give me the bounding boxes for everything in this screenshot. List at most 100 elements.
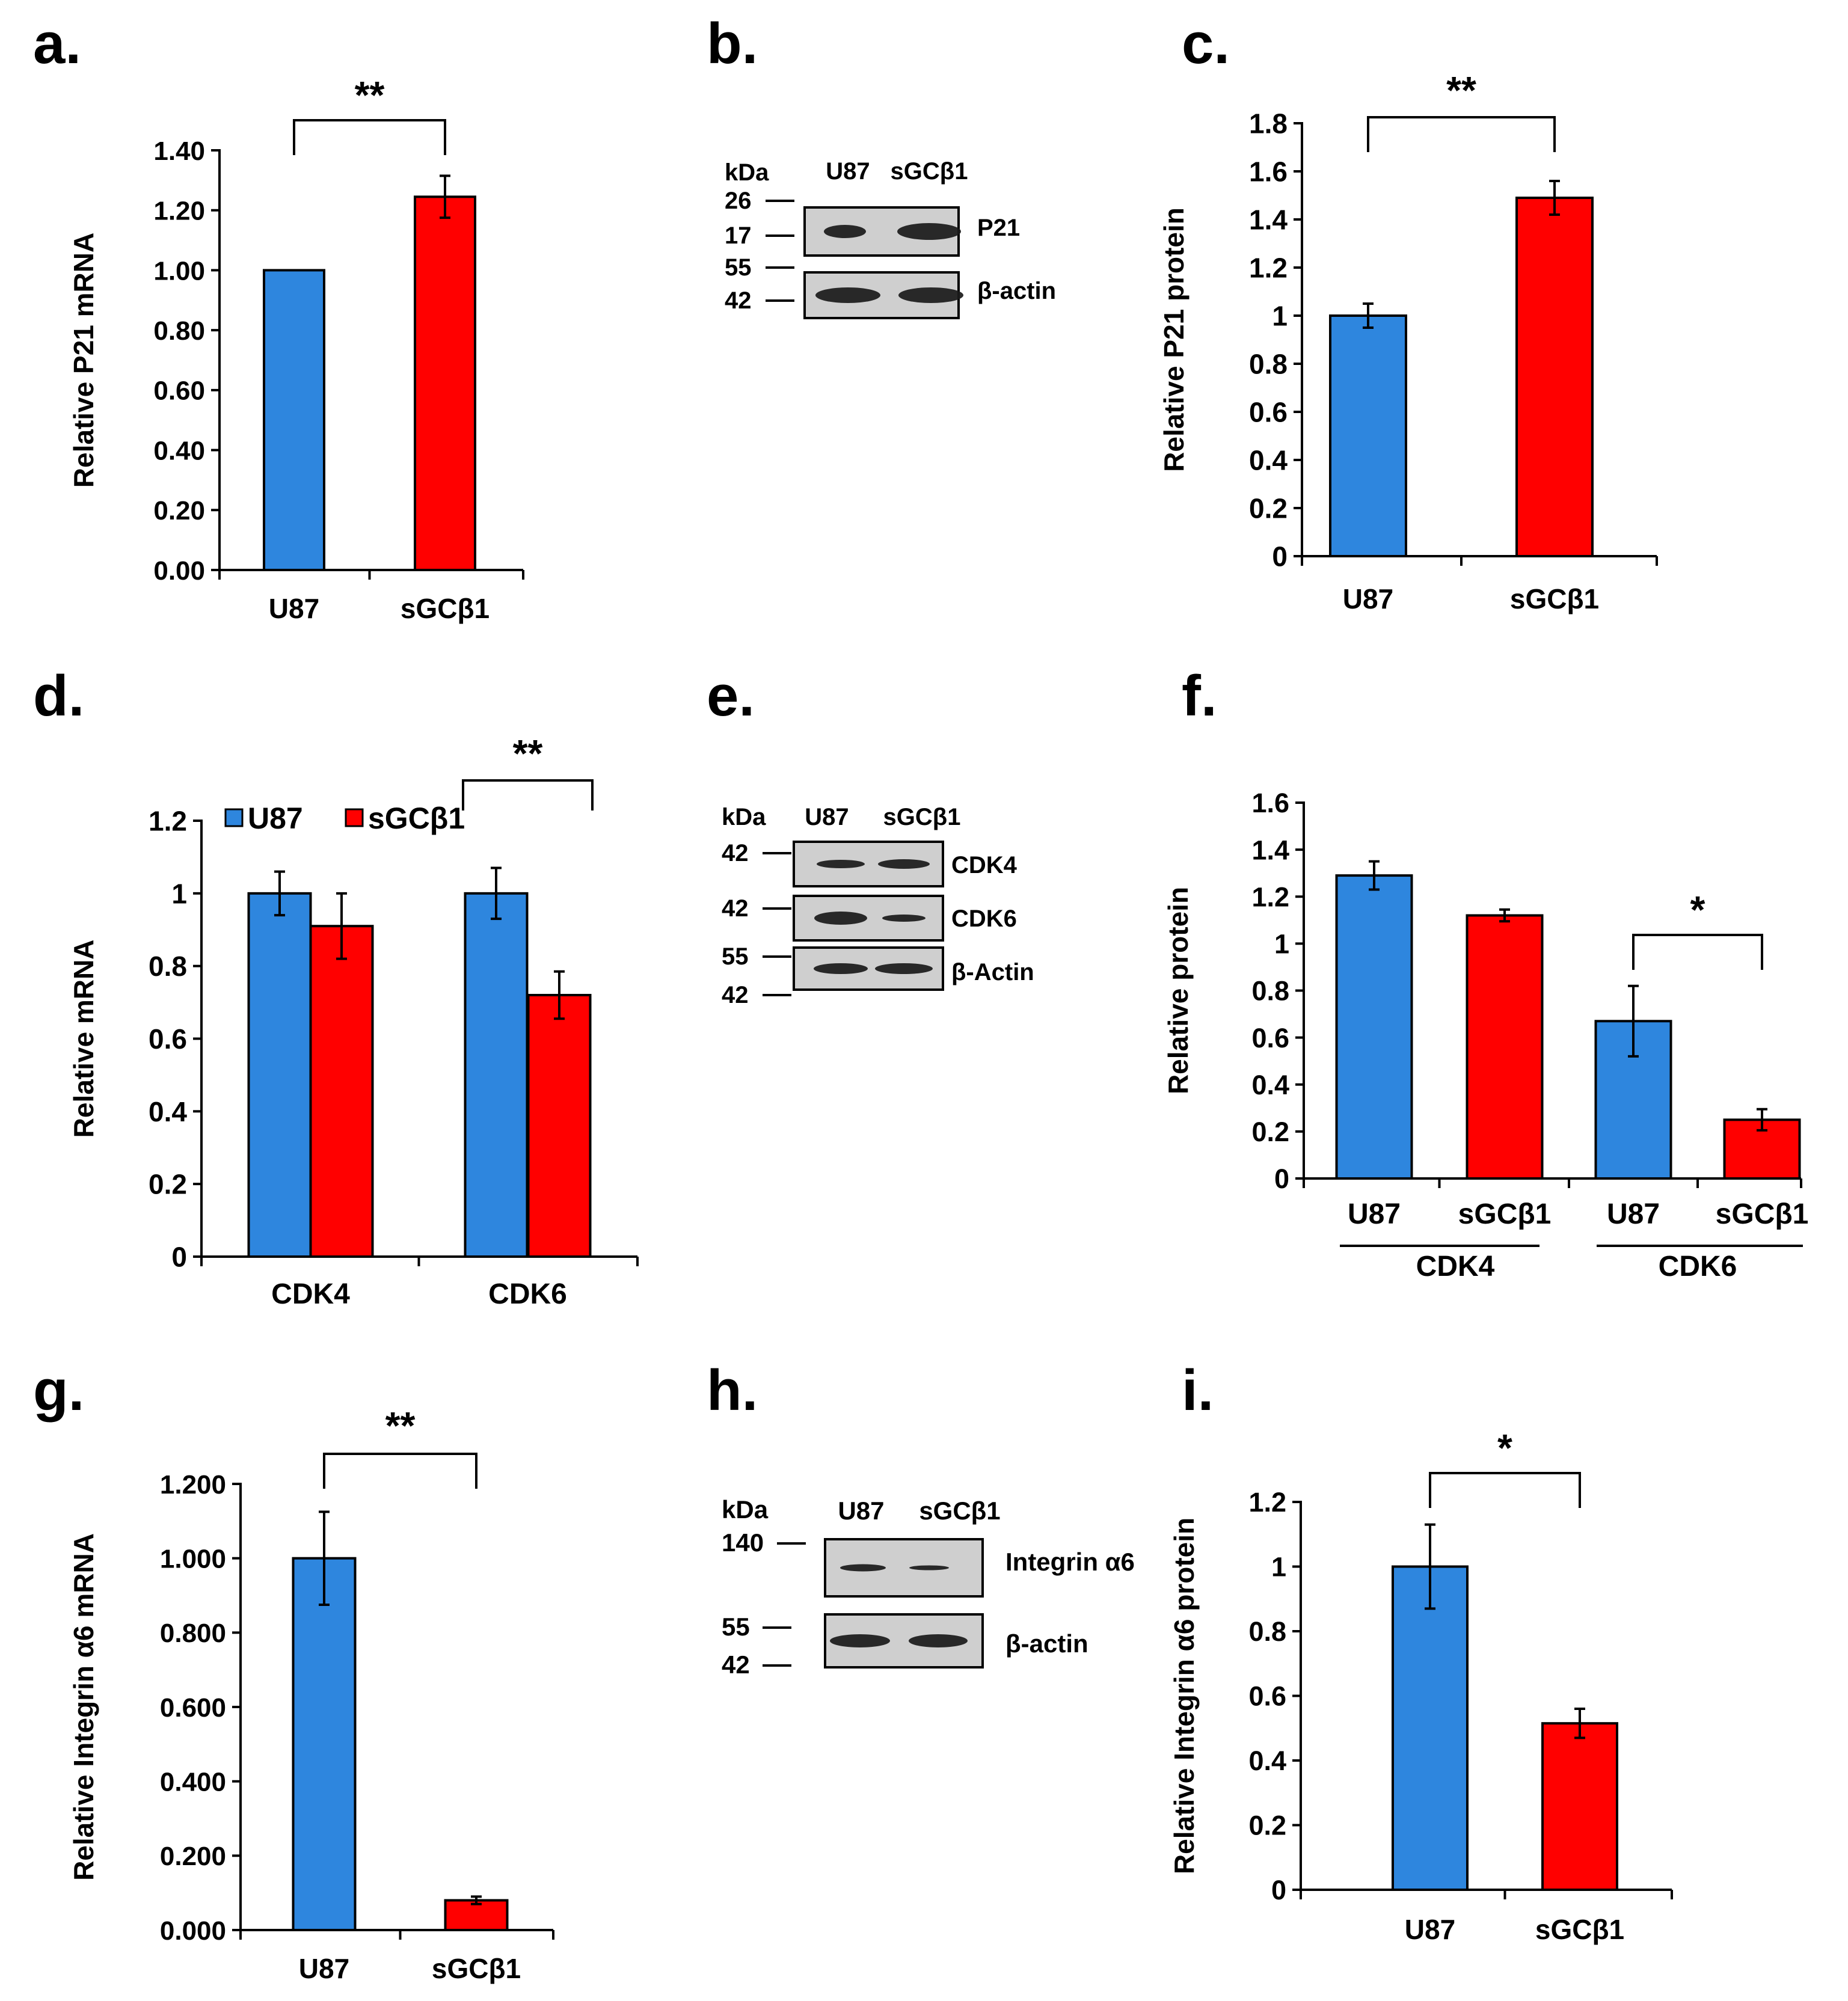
y-tick-label: 0.6: [1251, 1023, 1289, 1053]
blot-marker-label: 42: [725, 287, 752, 314]
blot-band: [875, 963, 933, 974]
blot-lane-label: U87: [805, 804, 849, 830]
y-axis-label: Relative P21 protein: [1158, 207, 1190, 472]
y-tick-label: 0.4: [1249, 445, 1288, 476]
y-tick-label: 1: [1271, 1552, 1286, 1583]
y-tick-label: 1.200: [160, 1470, 226, 1500]
bar-sgcβ1-cdk6: [527, 994, 592, 1258]
y-axis-label: Relative P21 mRNA: [68, 233, 99, 488]
y-tick-label: 1.40: [153, 136, 205, 166]
bar-0: [1392, 1565, 1469, 1891]
blot-band: [909, 1634, 968, 1647]
y-tick-label: 0.4: [149, 1096, 187, 1127]
y-tick-label: 1.20: [153, 197, 205, 226]
y-tick-label: 0.8: [1248, 1616, 1286, 1647]
bar-1: [1541, 1722, 1618, 1891]
significance-label: **: [355, 73, 385, 117]
y-tick-label: 0.400: [160, 1768, 226, 1797]
blot-band: [878, 859, 930, 869]
y-tick-label: 0.6: [149, 1023, 187, 1055]
blot-target-label: β-actin: [977, 278, 1056, 304]
blot-band: [882, 915, 926, 922]
blot-lane-label: sGCβ1: [919, 1497, 1000, 1525]
x-tick-label: U87: [1348, 1198, 1401, 1230]
bar-1: [414, 195, 476, 571]
y-tick-label: 1.2: [1248, 1487, 1286, 1518]
blot-marker-label: 55: [725, 254, 752, 281]
y-tick-label: 0.2: [1249, 493, 1288, 524]
significance-bracket: [462, 779, 594, 811]
y-tick-label: 1.2: [1251, 881, 1289, 912]
group-label: CDK6: [1659, 1251, 1737, 1282]
y-tick-label: 1.4: [1249, 204, 1288, 236]
y-tick-label: 0.8: [149, 951, 187, 982]
chart-panel-c: c. 0 0.2 0.4 0.6 0.8 1 1.2 1.4 1.6 1.8 Relative P21…: [1158, 11, 1658, 614]
blot-target-label: Integrin α6: [1005, 1548, 1135, 1576]
legend-swatch-0: [224, 808, 244, 827]
bar-sgcβ1-cdk4: [309, 925, 374, 1258]
x-tick-label: sGCβ1: [401, 593, 490, 624]
significance-label: *: [1690, 888, 1705, 931]
significance-label: **: [1446, 69, 1476, 112]
y-tick-label: 1.6: [1251, 788, 1289, 818]
significance-bracket: [323, 1453, 477, 1489]
blot-lane-label: sGCβ1: [883, 804, 961, 830]
y-tick-label: 0: [1274, 1163, 1289, 1194]
blot-marker-label: 42: [722, 1650, 750, 1679]
bar-0: [263, 269, 325, 571]
x-tick-label: U87: [1405, 1914, 1455, 1945]
blot-marker-label: 140: [722, 1528, 764, 1557]
panel-label: d.: [33, 664, 84, 728]
blot-band: [824, 225, 866, 238]
blot-band: [909, 1565, 949, 1570]
y-tick-label: 0.000: [160, 1916, 226, 1946]
x-tick-label: CDK4: [271, 1278, 350, 1310]
y-tick-label: 0.800: [160, 1619, 226, 1648]
blot-target-label: CDK4: [951, 852, 1018, 878]
chart-panel-d: d. 0 0.2 0.4 0.6 0.8 1 1.2 Relative mRNA CDK4 CDK6…: [33, 664, 639, 1310]
chart-panel-f: f. 0 0.2 0.4 0.6 0.8 1 1.2 1.4 1.6 Relative protei…: [1162, 664, 1808, 1282]
legend-swatch-1: [345, 808, 364, 827]
y-tick-label: 0.60: [153, 376, 205, 406]
x-tick-label: U87: [269, 593, 319, 624]
x-tick-label: sGCβ1: [1716, 1198, 1809, 1230]
bar-0: [1335, 874, 1413, 1180]
y-axis-label: Relative protein: [1162, 887, 1194, 1094]
y-tick-label: 0.40: [153, 436, 205, 465]
chart-panel-i: i. 0 0.2 0.4 0.6 0.8 1 1.2 Relative Integrin α6 …: [1168, 1358, 1673, 1945]
bar-u87-cdk4: [247, 892, 312, 1258]
x-tick-label: sGCβ1: [1535, 1914, 1624, 1945]
blot-panel-e: e. kDa U87 sGCβ1 CDK4 42 CDK6 42 β-Actin 55 42: [707, 664, 1034, 1008]
blot-marker-label: 42: [722, 982, 749, 1008]
group-label: CDK4: [1416, 1251, 1495, 1282]
y-tick-label: 0.600: [160, 1693, 226, 1723]
y-tick-label: 0.4: [1251, 1070, 1289, 1100]
panel-label: f.: [1182, 664, 1217, 728]
x-tick-label: U87: [1607, 1198, 1660, 1230]
y-tick-label: 1.00: [153, 256, 205, 286]
blot-marker-label: 42: [722, 840, 749, 866]
y-tick-label: 0.8: [1249, 349, 1288, 380]
significance-label: **: [513, 732, 543, 775]
blot-marker-label: 26: [725, 188, 752, 214]
blot-unit-label: kDa: [725, 159, 769, 186]
bar-0: [1329, 314, 1407, 557]
blot-band: [815, 287, 880, 303]
y-tick-label: 0.6: [1248, 1681, 1286, 1712]
chart-panel-a: a. 0.00 0.20 0.40 0.60 0.80 1.00 1.20 1.40 Relati…: [33, 11, 524, 624]
blot-band: [817, 860, 865, 868]
blots-layer: b. kDa U87 sGCβ1 P21 26 17 β-actin 55 42 e. kDa U87 s…: [707, 11, 1135, 1679]
y-tick-label: 0: [171, 1242, 187, 1273]
y-tick-label: 0: [1272, 541, 1288, 572]
y-tick-label: 0.80: [153, 316, 205, 346]
panel-label: b.: [707, 11, 758, 76]
bar-1: [1515, 197, 1594, 557]
blot-lane-label: U87: [826, 158, 870, 185]
panel-label: a.: [33, 11, 81, 76]
y-tick-label: 1.8: [1249, 108, 1288, 139]
blot-lane-label: U87: [838, 1497, 884, 1525]
blot-panel-b: b. kDa U87 sGCβ1 P21 26 17 β-actin 55 42: [707, 11, 1056, 319]
blot-target-label: CDK6: [951, 906, 1017, 932]
bar-u87-cdk6: [464, 892, 529, 1258]
blot-target-label: β-Actin: [951, 959, 1034, 985]
